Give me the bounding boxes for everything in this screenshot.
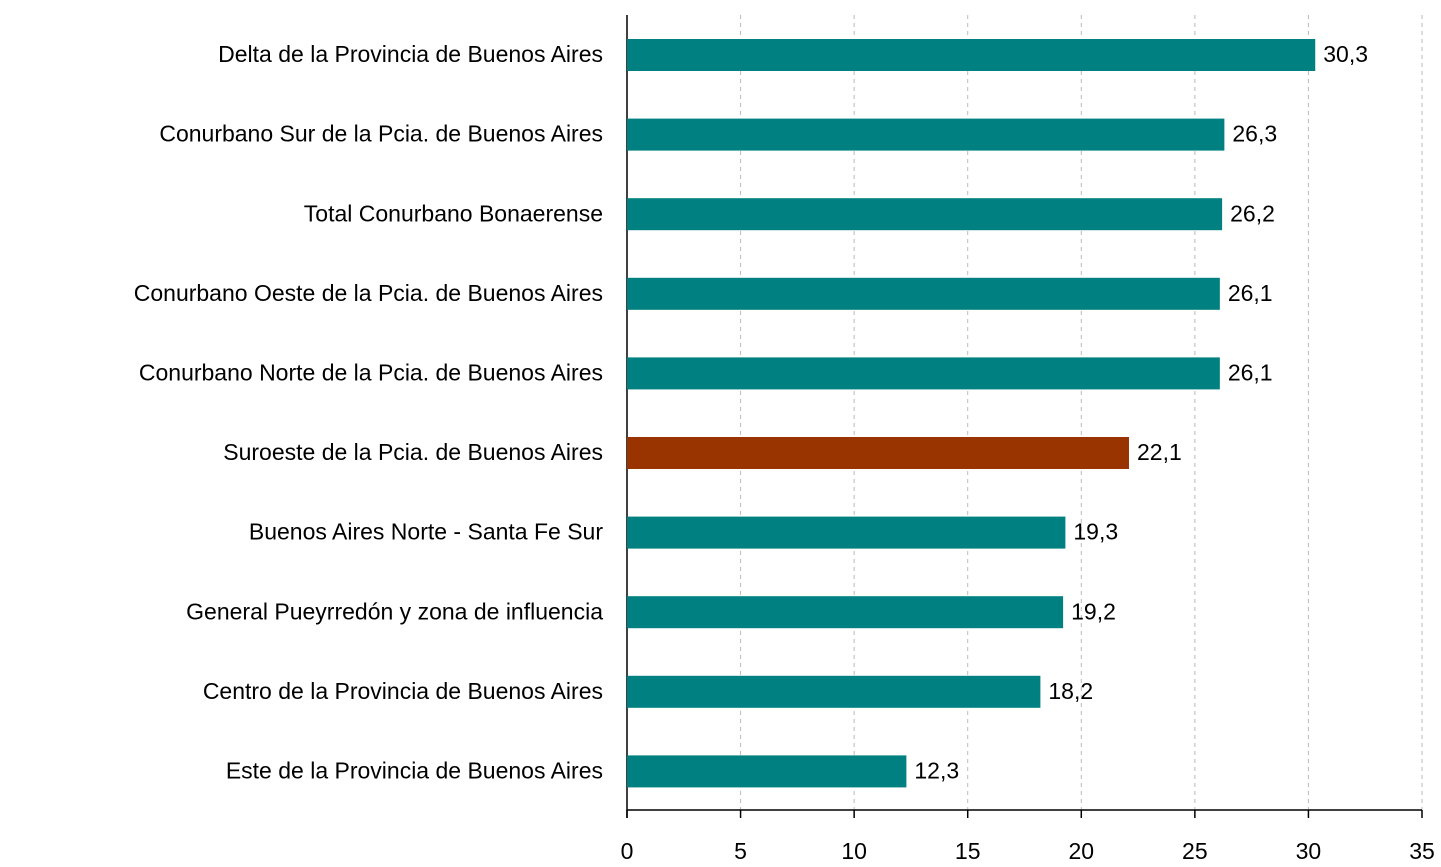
value-label: 19,2 bbox=[1071, 598, 1116, 624]
category-label: General Pueyrredón y zona de influencia bbox=[186, 598, 603, 624]
bar bbox=[627, 39, 1316, 71]
category-label: Conurbano Oeste de la Pcia. de Buenos Ai… bbox=[134, 280, 603, 306]
bar bbox=[627, 596, 1064, 629]
value-label: 18,2 bbox=[1048, 678, 1093, 704]
x-tick-label: 10 bbox=[841, 838, 867, 864]
category-label: Este de la Provincia de Buenos Aires bbox=[226, 757, 603, 783]
value-label: 26,3 bbox=[1232, 121, 1277, 147]
x-tick-label: 20 bbox=[1068, 838, 1094, 864]
x-tick-label: 15 bbox=[955, 838, 981, 864]
bar bbox=[627, 755, 907, 788]
bar bbox=[627, 198, 1223, 231]
x-tick-label: 5 bbox=[734, 838, 747, 864]
bar bbox=[627, 516, 1066, 549]
category-label: Conurbano Sur de la Pcia. de Buenos Aire… bbox=[159, 121, 603, 147]
category-label: Buenos Aires Norte - Santa Fe Sur bbox=[249, 519, 603, 545]
x-tick-label: 0 bbox=[621, 838, 634, 864]
x-tick-label: 30 bbox=[1296, 838, 1322, 864]
bar bbox=[627, 357, 1220, 390]
x-tick-label: 35 bbox=[1409, 838, 1435, 864]
category-label: Suroeste de la Pcia. de Buenos Aires bbox=[223, 439, 603, 465]
value-label: 26,1 bbox=[1228, 359, 1273, 385]
value-label: 26,2 bbox=[1230, 200, 1275, 226]
value-label: 26,1 bbox=[1228, 280, 1273, 306]
bar bbox=[627, 277, 1220, 310]
value-label: 19,3 bbox=[1073, 519, 1118, 545]
value-label: 12,3 bbox=[914, 757, 959, 783]
bar bbox=[627, 118, 1225, 151]
x-tick-label: 25 bbox=[1182, 838, 1208, 864]
category-label: Centro de la Provincia de Buenos Aires bbox=[203, 678, 603, 704]
value-label: 30,3 bbox=[1323, 41, 1368, 67]
category-label: Total Conurbano Bonaerense bbox=[304, 200, 603, 226]
category-label: Conurbano Norte de la Pcia. de Buenos Ai… bbox=[139, 359, 603, 385]
value-label: 22,1 bbox=[1137, 439, 1182, 465]
bar bbox=[627, 675, 1041, 708]
category-label: Delta de la Provincia de Buenos Aires bbox=[218, 41, 603, 67]
bar bbox=[627, 437, 1129, 469]
